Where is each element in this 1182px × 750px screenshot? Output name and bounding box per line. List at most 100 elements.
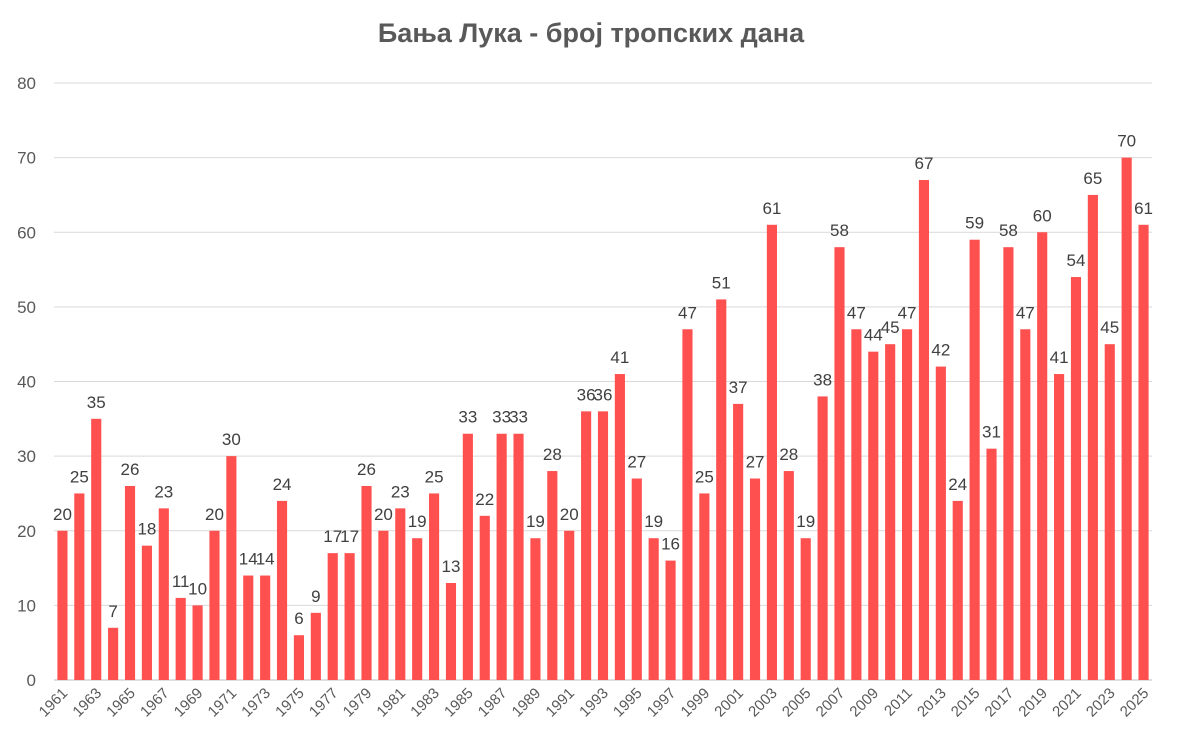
data-label: 31 — [982, 423, 1001, 442]
x-tick-label: 1985 — [441, 685, 477, 721]
data-label: 54 — [1067, 251, 1086, 270]
x-tick-label: 1975 — [272, 685, 308, 721]
data-label: 6 — [294, 609, 303, 628]
data-label: 41 — [610, 348, 629, 367]
x-tick-label: 1989 — [509, 685, 545, 721]
x-tick-label: 1999 — [678, 685, 714, 721]
x-tick-label: 1979 — [340, 685, 376, 721]
data-label: 36 — [594, 385, 613, 404]
bar — [581, 411, 592, 680]
x-tick-label: 1977 — [306, 685, 342, 721]
bar — [124, 485, 136, 680]
data-label: 45 — [1100, 318, 1119, 337]
bar — [901, 329, 913, 680]
y-tick-label: 0 — [27, 671, 36, 690]
x-tick-label: 1991 — [542, 685, 578, 721]
bar — [310, 612, 321, 680]
bar — [564, 530, 575, 680]
data-label: 41 — [1050, 348, 1069, 367]
data-label: 61 — [762, 199, 781, 218]
bar — [429, 493, 440, 680]
x-tick-label: 2013 — [914, 685, 950, 721]
data-label: 13 — [442, 557, 461, 576]
bar — [1020, 329, 1031, 680]
x-tick-label: 1981 — [374, 685, 410, 721]
data-label: 23 — [391, 482, 410, 501]
bar — [344, 553, 355, 680]
bar — [479, 515, 490, 680]
bar — [783, 471, 794, 680]
data-label: 26 — [121, 460, 140, 479]
bar — [293, 635, 305, 680]
bar — [361, 485, 372, 680]
bar — [665, 560, 676, 680]
bar — [800, 538, 811, 680]
x-tick-label: 1973 — [238, 685, 274, 721]
data-label: 67 — [914, 154, 933, 173]
data-label: 51 — [712, 273, 731, 292]
data-label: 23 — [154, 482, 173, 501]
data-label: 17 — [323, 527, 342, 546]
bar — [108, 627, 119, 680]
x-tick-label: 2005 — [779, 685, 815, 721]
x-tick-label: 2023 — [1083, 685, 1119, 721]
data-label: 35 — [87, 393, 106, 412]
data-label: 14 — [256, 550, 275, 569]
x-tick-label: 2009 — [846, 685, 882, 721]
data-label: 47 — [1016, 303, 1035, 322]
data-label: 60 — [1033, 206, 1052, 225]
data-label: 27 — [746, 453, 765, 472]
x-tick-label: 1965 — [103, 685, 139, 721]
bar — [276, 500, 288, 680]
data-label: 61 — [1134, 199, 1153, 218]
x-tick-label: 1971 — [205, 685, 241, 721]
x-tick-label: 1967 — [137, 685, 173, 721]
bar — [1054, 374, 1065, 680]
data-label: 20 — [374, 505, 393, 524]
data-label: 47 — [847, 303, 866, 322]
data-label: 16 — [661, 535, 680, 554]
bar — [597, 411, 609, 680]
bar — [496, 433, 507, 680]
data-label: 33 — [509, 408, 528, 427]
data-label: 37 — [729, 378, 748, 397]
bar — [682, 329, 693, 680]
bar — [547, 471, 558, 680]
bar — [631, 478, 642, 680]
x-tick-label: 1997 — [644, 685, 680, 721]
data-label: 33 — [492, 408, 511, 427]
data-label: 47 — [898, 303, 917, 322]
bar — [412, 538, 423, 680]
data-label: 70 — [1117, 132, 1136, 151]
data-label: 11 — [172, 572, 190, 591]
data-label: 58 — [830, 221, 849, 240]
data-label: 36 — [577, 385, 596, 404]
bar — [243, 575, 254, 680]
bar — [226, 456, 237, 680]
data-label: 59 — [965, 214, 984, 233]
bar — [1087, 194, 1098, 680]
bar — [918, 180, 930, 680]
data-label: 19 — [644, 512, 663, 531]
bar — [192, 605, 203, 680]
data-label: 19 — [796, 512, 815, 531]
data-label: 22 — [475, 490, 494, 509]
x-tick-label: 2025 — [1117, 685, 1153, 721]
data-label: 26 — [357, 460, 376, 479]
bar — [395, 508, 406, 680]
bar — [1070, 277, 1082, 680]
bar — [834, 247, 845, 681]
data-label: 9 — [311, 587, 320, 606]
chart-title: Бања Лука - број тропских дана — [377, 18, 805, 48]
data-label: 45 — [881, 318, 900, 337]
data-label: 19 — [408, 512, 427, 531]
bar — [885, 344, 896, 680]
bar — [141, 545, 152, 680]
bar — [614, 374, 625, 680]
data-label: 14 — [239, 550, 258, 569]
y-tick-label: 30 — [17, 447, 36, 466]
x-tick-label: 2015 — [948, 685, 984, 721]
bar — [91, 418, 102, 680]
